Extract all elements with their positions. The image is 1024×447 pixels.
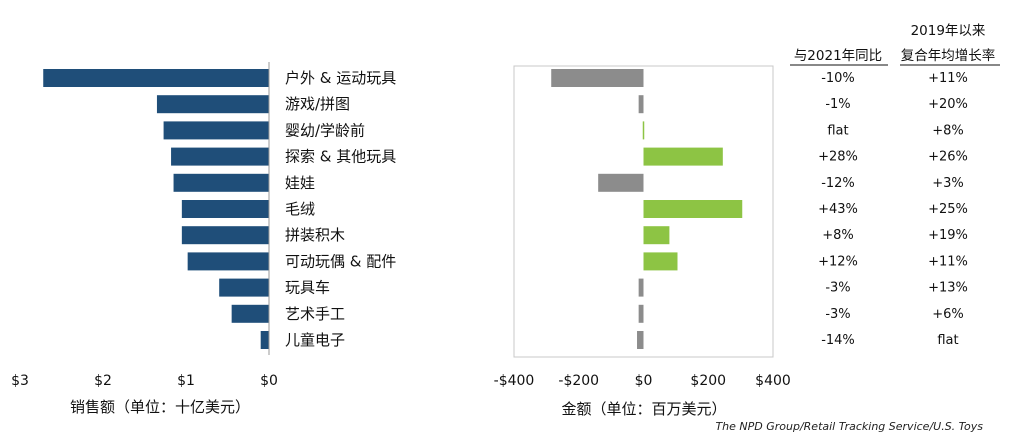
table-cell-yoy: -10% — [821, 71, 855, 86]
right-plot-frame — [513, 65, 774, 358]
table-cell-cagr: +25% — [928, 202, 968, 217]
left-x-axis-title: 销售额（单位：十亿美元） — [70, 398, 250, 416]
left-bar-group — [43, 69, 269, 349]
right-bar-negative — [551, 69, 644, 87]
table-row-group: -10% -1% flat +28% -12% +43% +8% +12% -3% -3% -14%… — [818, 71, 968, 348]
table-cell-yoy: +12% — [818, 254, 858, 269]
table-header-cagr-line1: 2019年以来 — [911, 23, 986, 39]
right-x-axis-title: 金额（单位：百万美元） — [561, 400, 726, 418]
table-cell-yoy: +8% — [822, 228, 854, 243]
left-bar — [181, 200, 269, 218]
table-cell-cagr: +26% — [928, 150, 968, 165]
left-bar — [260, 331, 269, 349]
table-cell-yoy: +43% — [818, 202, 858, 217]
right-tick-group: -$400 -$200 $0 $200 $400 — [494, 373, 791, 389]
right-bar-negative — [638, 304, 644, 323]
table-cell-cagr: +20% — [928, 97, 968, 112]
left-tick-label: $2 — [94, 373, 112, 389]
table-header-cagr-line2: 复合年均增长率 — [901, 47, 996, 64]
right-tick-label: -$200 — [558, 373, 599, 389]
left-tick-label: $1 — [177, 373, 195, 389]
category-label: 拼装积木 — [285, 226, 345, 244]
category-label: 娃娃 — [285, 174, 315, 192]
table-cell-cagr: +13% — [928, 281, 968, 296]
table-cell-cagr: +19% — [928, 228, 968, 243]
right-bar-positive — [643, 147, 723, 166]
table-cell-cagr: +3% — [932, 176, 964, 191]
left-bar — [181, 226, 269, 245]
right-bar-positive — [643, 226, 670, 245]
table-cell-cagr: +11% — [928, 254, 968, 269]
right-tick-label: $200 — [690, 373, 726, 389]
table-cell-cagr: flat — [937, 333, 958, 348]
table-cell-yoy: -3% — [825, 307, 850, 322]
category-label: 儿童电子 — [285, 331, 345, 349]
right-tick-label: $400 — [755, 373, 791, 389]
table-header-yoy: 与2021年同比 — [794, 48, 882, 64]
table-cell-yoy: flat — [827, 123, 848, 138]
category-label: 户外 & 运动玩具 — [285, 69, 396, 87]
left-bar — [156, 95, 269, 114]
right-bar-positive — [643, 252, 678, 271]
right-bar-group — [513, 65, 774, 358]
right-bar-negative — [637, 331, 644, 349]
category-label: 游戏/拼图 — [285, 95, 350, 113]
left-bar — [171, 147, 269, 166]
category-label: 毛绒 — [285, 200, 315, 218]
category-label: 探索 & 其他玩具 — [285, 148, 396, 166]
right-bar-negative — [638, 278, 644, 297]
table-cell-yoy: -14% — [821, 333, 855, 348]
left-bar — [187, 252, 269, 271]
left-bar — [231, 304, 269, 323]
category-label: 可动玩偶 & 配件 — [285, 252, 396, 270]
table-cell-yoy: +28% — [818, 150, 858, 165]
table-cell-yoy: -12% — [821, 176, 855, 191]
category-label: 玩具车 — [285, 279, 330, 297]
left-bar — [43, 69, 269, 87]
left-tick-group: $3 $2 $1 $0 — [11, 373, 278, 389]
table-cell-yoy: -1% — [825, 97, 850, 112]
category-label: 艺术手工 — [285, 305, 345, 323]
left-bar — [219, 278, 269, 297]
category-label: 婴幼/学龄前 — [285, 121, 365, 139]
right-bar-positive — [643, 200, 743, 218]
table-cell-yoy: -3% — [825, 281, 850, 296]
right-bar-positive — [642, 121, 645, 140]
table-cell-cagr: +6% — [932, 307, 964, 322]
right-tick-label: -$400 — [494, 373, 535, 389]
left-tick-label: $0 — [260, 373, 278, 389]
left-bar — [163, 121, 269, 140]
right-bar-negative — [638, 95, 644, 114]
left-tick-label: $3 — [11, 373, 29, 389]
table-cell-cagr: +11% — [928, 71, 968, 86]
table-cell-cagr: +8% — [932, 123, 964, 138]
source-note: The NPD Group/Retail Tracking Service/U.… — [715, 420, 983, 433]
left-bar — [173, 173, 269, 192]
right-bar-negative — [598, 173, 644, 192]
right-tick-label: $0 — [635, 373, 653, 389]
